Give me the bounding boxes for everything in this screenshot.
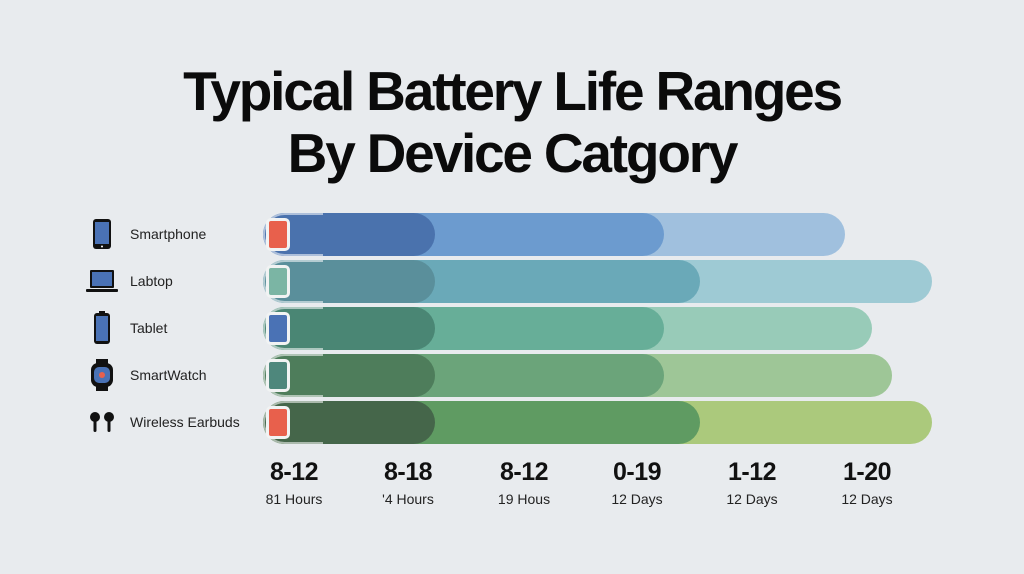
battery-indicator	[266, 406, 290, 439]
tick-label-2: 8-18 '4 Hours	[343, 458, 473, 507]
tick-unit: 12 Days	[726, 491, 778, 507]
battery-indicator	[266, 359, 290, 392]
tick-range: 1-20	[842, 458, 892, 486]
category-label-tablet: Tablet	[84, 306, 167, 350]
tick-label-5: 1-12 12 Days	[687, 458, 817, 507]
chart-title-line-1: Typical Battery Life Ranges	[183, 60, 843, 122]
category-label-smartwatch: SmartWatch	[84, 353, 207, 397]
category-name: Smartphone	[130, 226, 207, 242]
bar-outline	[263, 354, 323, 397]
chart-title-line-2: By Device Catgory	[287, 122, 739, 184]
category-label-smartphone: Smartphone	[84, 212, 206, 256]
bar-laptop	[263, 260, 932, 303]
tick-unit: 12 Days	[841, 491, 893, 507]
bar-tablet	[263, 307, 932, 350]
tick-label-6: 1-20 12 Days	[802, 458, 932, 507]
tick-range: 1-12	[727, 458, 777, 486]
battery-indicator	[266, 218, 290, 251]
bar-wireless-earbuds	[263, 401, 932, 444]
tick-unit: 81 Hours	[265, 491, 323, 507]
bar-outline	[263, 213, 323, 256]
smartphone-icon	[84, 218, 120, 250]
bar-outline	[263, 260, 323, 303]
tick-range: 0-19	[612, 458, 662, 486]
tick-unit: 19 Hous	[497, 491, 551, 507]
bar-smartphone	[263, 213, 932, 256]
bar-segment-1	[263, 401, 435, 444]
category-name: Wireless Earbuds	[130, 414, 240, 430]
tick-label-3: 8-12 19 Hous	[459, 458, 589, 507]
earbuds-icon	[84, 411, 120, 433]
category-name: SmartWatch	[130, 367, 207, 383]
tick-unit: '4 Hours	[382, 491, 434, 507]
bar-segment-1	[263, 260, 435, 303]
bar-outline	[263, 401, 323, 444]
category-name: Labtop	[130, 273, 173, 289]
tick-range: 8-12	[269, 458, 319, 486]
bar-segment-1	[263, 213, 435, 256]
tick-range: 8-12	[499, 458, 549, 486]
bar-segment-1	[263, 307, 435, 350]
tick-range: 8-18	[383, 458, 433, 486]
tick-label-4: 0-19 12 Days	[572, 458, 702, 507]
tick-label-1: 8-12 81 Hours	[229, 458, 359, 507]
bar-outline	[263, 307, 323, 350]
category-label-laptop: Labtop	[84, 259, 173, 303]
category-label-wireless-earbuds: Wireless Earbuds	[84, 400, 240, 444]
tablet-icon	[84, 311, 120, 345]
smartwatch-icon	[84, 359, 120, 391]
battery-indicator	[266, 265, 290, 298]
laptop-icon	[84, 269, 120, 293]
tick-unit: 12 Days	[611, 491, 663, 507]
battery-indicator	[266, 312, 290, 345]
category-name: Tablet	[130, 320, 168, 336]
bar-smartwatch	[263, 354, 932, 397]
bar-segment-1	[263, 354, 435, 397]
